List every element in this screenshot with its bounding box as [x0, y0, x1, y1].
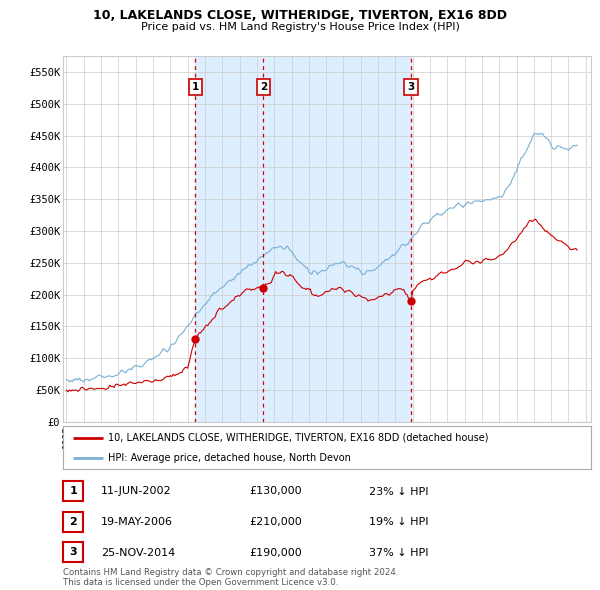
Text: 3: 3	[407, 82, 415, 92]
Text: 25-NOV-2014: 25-NOV-2014	[101, 548, 175, 558]
Text: 23% ↓ HPI: 23% ↓ HPI	[369, 487, 428, 496]
Text: 19-MAY-2006: 19-MAY-2006	[101, 517, 173, 527]
Text: 11-JUN-2002: 11-JUN-2002	[101, 487, 172, 496]
Bar	[263, 56, 411, 422]
Bar	[195, 56, 263, 422]
Text: 19% ↓ HPI: 19% ↓ HPI	[369, 517, 428, 527]
Text: Price paid vs. HM Land Registry's House Price Index (HPI): Price paid vs. HM Land Registry's House …	[140, 22, 460, 32]
Text: £190,000: £190,000	[249, 548, 302, 558]
Text: HPI: Average price, detached house, North Devon: HPI: Average price, detached house, Nort…	[108, 453, 351, 463]
Text: 2: 2	[260, 82, 267, 92]
Text: 3: 3	[70, 548, 77, 557]
Text: £210,000: £210,000	[249, 517, 302, 527]
Text: £130,000: £130,000	[249, 487, 302, 496]
Text: 37% ↓ HPI: 37% ↓ HPI	[369, 548, 428, 558]
Text: Contains HM Land Registry data © Crown copyright and database right 2024.
This d: Contains HM Land Registry data © Crown c…	[63, 568, 398, 587]
Text: 2: 2	[70, 517, 77, 526]
Text: 1: 1	[191, 82, 199, 92]
Text: 1: 1	[70, 486, 77, 496]
Text: 10, LAKELANDS CLOSE, WITHERIDGE, TIVERTON, EX16 8DD: 10, LAKELANDS CLOSE, WITHERIDGE, TIVERTO…	[93, 9, 507, 22]
Text: 10, LAKELANDS CLOSE, WITHERIDGE, TIVERTON, EX16 8DD (detached house): 10, LAKELANDS CLOSE, WITHERIDGE, TIVERTO…	[108, 432, 488, 442]
